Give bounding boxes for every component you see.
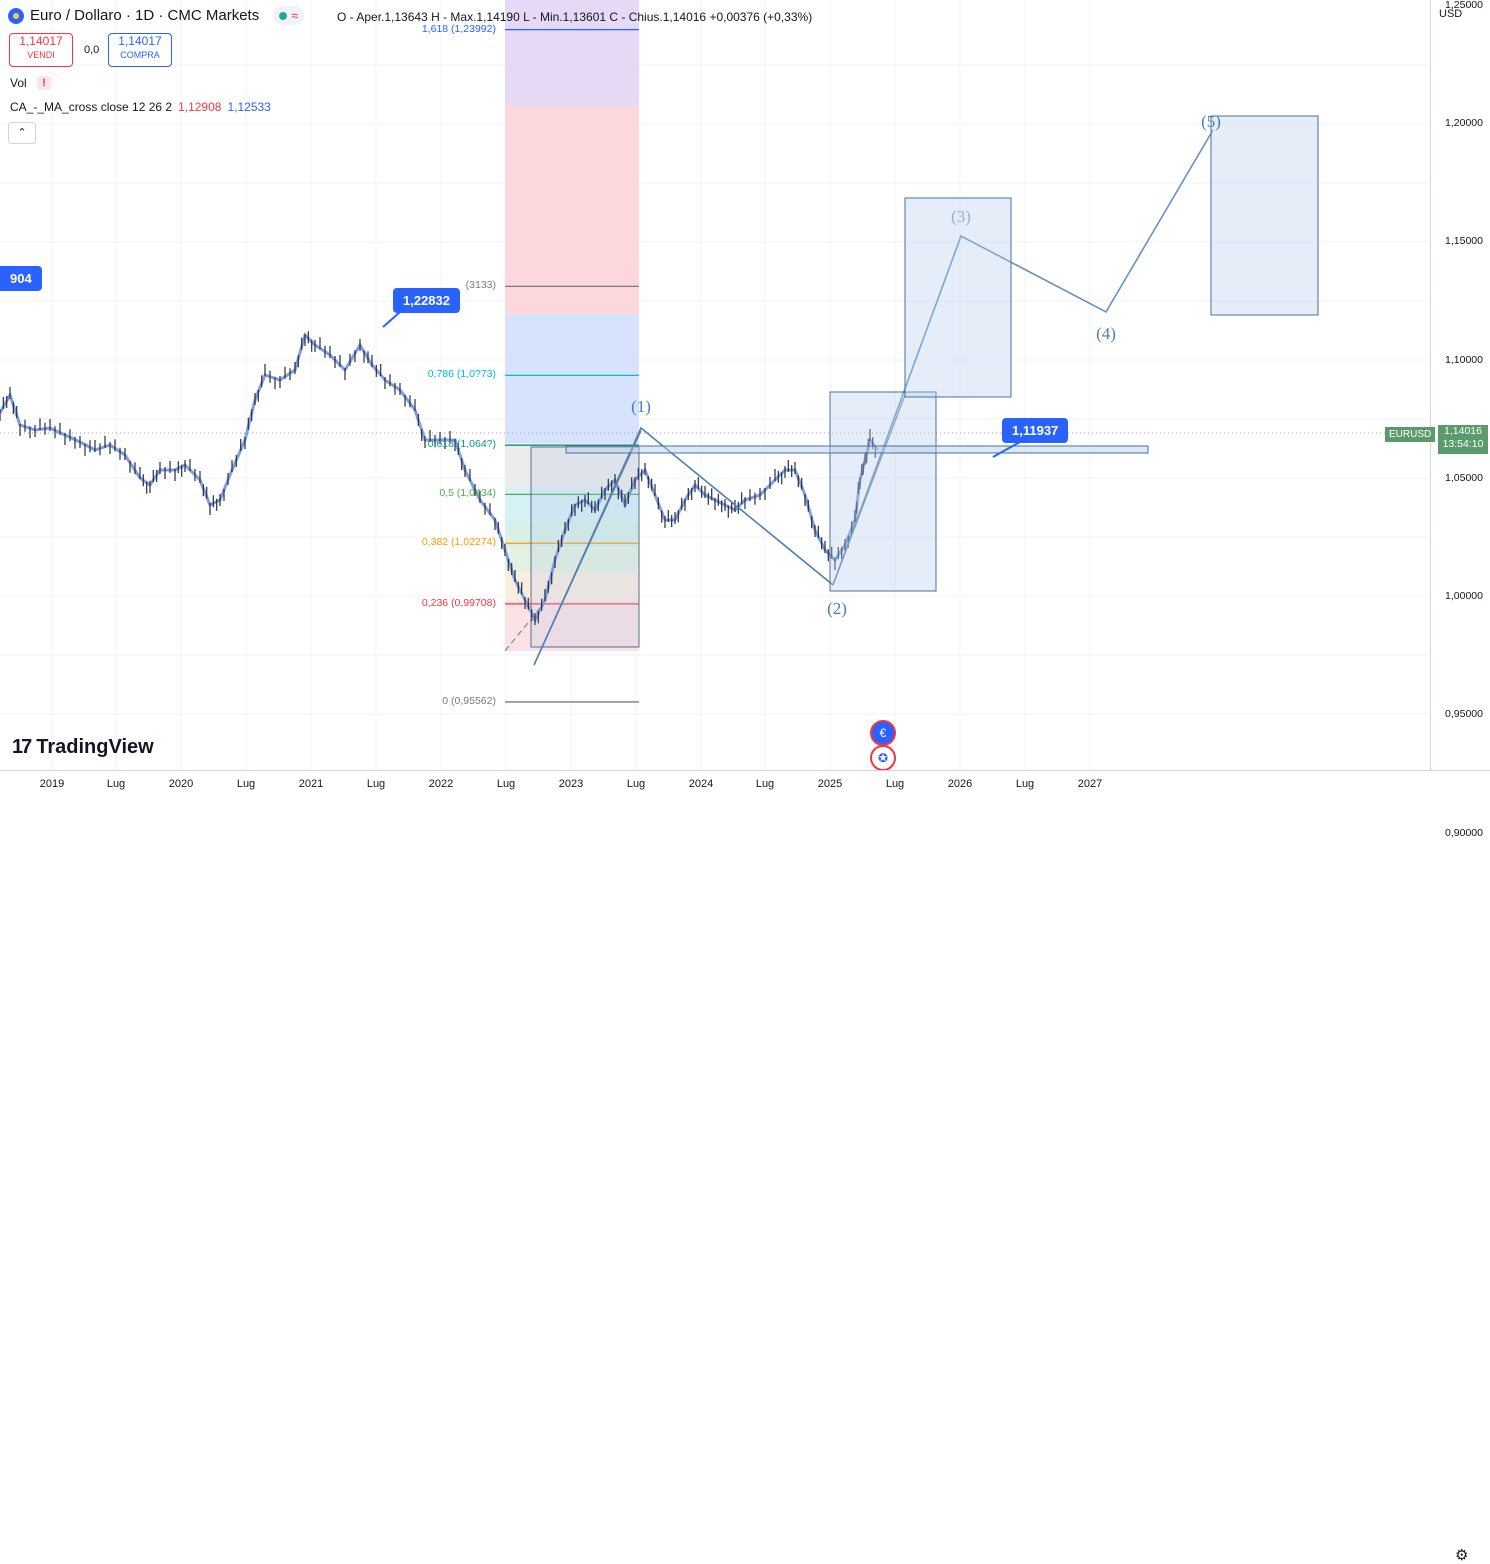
tradingview-logo[interactable]: 17 TradingView (12, 736, 154, 759)
fib-zone-1618 (505, 314, 639, 443)
spread-value: 0,0 (84, 44, 100, 56)
indicator-legend[interactable]: CA_-_MA_cross close 12 26 2 1,12908 1,1253… (10, 100, 271, 114)
time-tick: Lug (236, 778, 256, 790)
tradingview-logo-icon: 17 (12, 736, 32, 758)
price-tick: 1,10000 (1445, 353, 1483, 366)
buy-button[interactable]: 1,14017 COMPRA (108, 33, 172, 67)
buy-price: 1,14017 (118, 34, 162, 48)
symbol-header: Euro / Dollaro · 1D · CMC Markets ≈ (8, 6, 305, 25)
time-tick: 2022 (428, 778, 454, 790)
fib-zone-236 (505, 601, 639, 651)
time-tick: Lug (755, 778, 775, 790)
range-box (530, 446, 640, 648)
candlestick-series (0, 331, 876, 625)
us-flag-icon[interactable]: ✪ (870, 745, 896, 770)
fib-level-label: 0,618 (1,064?) (427, 438, 496, 451)
warning-icon[interactable]: ! (37, 76, 51, 90)
time-tick: Lug (496, 778, 516, 790)
fib-level-label: 0,5 (1,0434) (439, 487, 496, 500)
wave-label-2[interactable]: (2) (827, 599, 847, 618)
time-tick: Lug (1015, 778, 1035, 790)
projection-box-3 (904, 197, 1012, 398)
delay-icon: ≈ (291, 8, 299, 23)
moving-average-line (0, 332, 880, 624)
time-tick: 2019 (39, 778, 65, 790)
wave-label-3[interactable]: (3) (951, 207, 971, 226)
price-tick: 1,00000 (1445, 590, 1483, 602)
indicator-name: CA_-_MA_cross close 12 26 2 (10, 100, 173, 114)
price-chart[interactable] (0, 0, 1430, 770)
time-tick: 2026 (947, 778, 973, 790)
price-tick: 1,20000 (1445, 117, 1483, 129)
time-tick: Lug (626, 778, 646, 790)
price-callout-right[interactable]: 1,11937 (1002, 418, 1069, 443)
current-price-tag: 1,14016 13:54:10 (1438, 425, 1488, 454)
time-axis[interactable]: 2019 Lug 2020 Lug 2021 Lug 2022 Lug 2023 Lug 2024 L… (0, 770, 1490, 1564)
price-callout-top[interactable]: 1,22832 (393, 288, 460, 313)
fib-zone-2618 (505, 106, 639, 314)
collapse-legend-button[interactable]: ⌃ (8, 122, 36, 144)
projection-box-2 (829, 391, 937, 592)
euro-flag-icon[interactable]: € (870, 720, 896, 746)
callout-pointer (992, 441, 1021, 458)
volume-legend[interactable]: Vol (10, 76, 27, 90)
time-tick: 2024 (688, 778, 714, 790)
market-status-pill[interactable]: ≈ (273, 6, 305, 25)
wave-label-5[interactable]: (5) (1201, 112, 1221, 131)
fib-level-label: (3133) (465, 279, 496, 292)
settings-icon[interactable]: ⚙ (1455, 1547, 1469, 1564)
symbol-price-tag: EURUSD (1385, 427, 1436, 442)
tradingview-wordmark: TradingView (36, 736, 154, 758)
time-tick: 2027 (1077, 778, 1103, 790)
currency-button[interactable]: USD (1439, 8, 1463, 20)
price-callout-left[interactable]: 904 (0, 266, 42, 291)
price-tick: 1,05000 (1445, 471, 1483, 484)
fib-level-label: 0,786 (1,0?73) (427, 368, 496, 381)
sell-button[interactable]: 1,14017 VENDI (9, 33, 73, 67)
callout-pointer (382, 311, 401, 328)
indicator-value-1: 1,12908 (178, 100, 222, 114)
price-tick: 1,15000 (1445, 235, 1483, 248)
symbol-title[interactable]: Euro / Dollaro · 1D · CMC Markets (30, 7, 260, 24)
sell-price: 1,14017 (19, 34, 63, 48)
time-tick: Lug (885, 778, 905, 790)
sell-label: VENDI (27, 50, 55, 60)
indicator-value-2: 1,12533 (227, 100, 271, 114)
price-axis[interactable]: USD 1,450001,400001,350001,300001,250001… (1430, 0, 1490, 839)
price-tick: 1,25000 (1445, 0, 1483, 11)
time-tick: 2025 (817, 778, 843, 790)
fib-level-label: 0,382 (1,02274) (421, 536, 496, 549)
fib-zone-top (505, 0, 639, 106)
time-tick: 2020 (168, 778, 194, 790)
fib-level-label: 0,236 (0,99708) (421, 596, 496, 609)
current-price: 1,14016 (1444, 425, 1482, 437)
wave-label-4[interactable]: (4) (1096, 324, 1116, 343)
time-tick: Lug (366, 778, 386, 790)
time-tick: 2021 (298, 778, 324, 790)
projection-box-5 (1210, 115, 1319, 316)
buy-label: COMPRA (120, 50, 160, 60)
resistance-band (565, 445, 1149, 454)
bar-countdown: 13:54:10 (1442, 438, 1484, 450)
fib-level-label: 0 (0,95562) (442, 694, 496, 707)
chart-area[interactable]: Euro / Dollaro · 1D · CMC Markets ≈ O - … (0, 0, 1430, 770)
elliott-wave-projection (832, 129, 1214, 586)
price-tick: 0,90000 (1445, 826, 1483, 839)
market-open-icon (279, 11, 288, 20)
fib-zone-382 (505, 572, 639, 601)
time-tick: 2023 (558, 778, 584, 790)
ohlc-readout: O - Aper.1,13643 H - Max.1,14190 L - Min… (337, 10, 813, 24)
euro-flag-icon (8, 7, 24, 24)
fib-zone-5 (505, 547, 639, 572)
fib-level-label: 1,618 (1,23992) (421, 22, 496, 35)
elliott-wave-path (533, 426, 834, 666)
price-tick: 0,95000 (1445, 708, 1483, 721)
wave-label-1[interactable]: (1) (631, 397, 651, 416)
time-tick: Lug (106, 778, 126, 790)
